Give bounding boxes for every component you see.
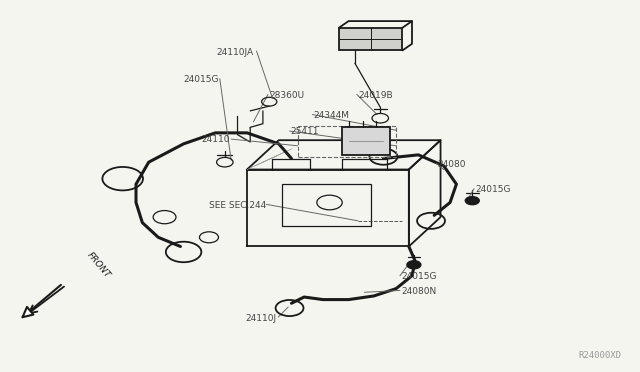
Bar <box>342 127 390 155</box>
Text: SEE SEC.244: SEE SEC.244 <box>209 201 266 209</box>
Circle shape <box>407 261 421 269</box>
Text: 24110JA: 24110JA <box>216 48 253 57</box>
Bar <box>282 184 371 226</box>
Text: 24110: 24110 <box>202 135 230 144</box>
Text: 24015G: 24015G <box>401 272 436 281</box>
Text: 24015G: 24015G <box>183 75 218 84</box>
Circle shape <box>465 197 479 205</box>
Text: 24344M: 24344M <box>314 111 349 120</box>
Text: 24080N: 24080N <box>401 287 436 296</box>
Text: 24345: 24345 <box>358 32 387 41</box>
Text: 24080: 24080 <box>437 160 466 169</box>
Text: FRONT: FRONT <box>85 250 112 279</box>
Text: 24019B: 24019B <box>358 91 393 100</box>
Text: 24110J: 24110J <box>246 314 277 323</box>
Text: R24000XD: R24000XD <box>579 351 621 360</box>
Text: 28360U: 28360U <box>269 91 305 100</box>
Text: 25411: 25411 <box>291 127 319 136</box>
Bar <box>298 125 396 157</box>
Text: 24015G: 24015G <box>476 185 511 194</box>
Bar <box>339 28 403 51</box>
